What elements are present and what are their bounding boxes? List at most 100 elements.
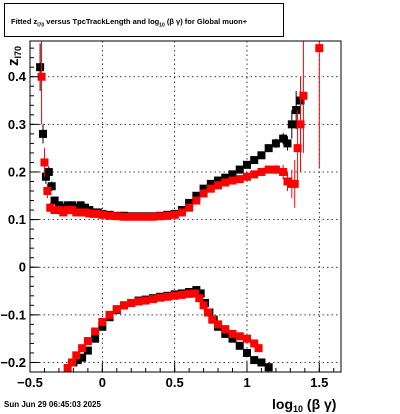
series-0	[36, 43, 305, 372]
data-point	[36, 63, 45, 72]
data-point	[177, 208, 186, 217]
series-1	[37, 41, 324, 372]
data-point	[192, 196, 201, 205]
y-tick-label: 0.1	[8, 212, 26, 227]
data-point	[287, 120, 296, 129]
data-point	[43, 187, 52, 196]
data-point	[98, 210, 107, 219]
data-point	[228, 329, 237, 338]
data-point	[46, 203, 55, 212]
x-axis-label: log10 (β γ)	[272, 396, 336, 414]
date-stamp: Sun Jun 29 06:45:03 2025	[4, 400, 101, 409]
data-point	[148, 295, 157, 304]
data-point	[242, 348, 251, 357]
data-point	[195, 294, 204, 303]
data-point	[120, 212, 129, 221]
data-point	[83, 346, 92, 355]
data-point	[250, 339, 259, 348]
data-point	[257, 151, 266, 160]
x-tick-label: 1	[243, 375, 250, 390]
data-point	[214, 320, 223, 329]
data-point	[250, 156, 259, 165]
data-point	[235, 165, 244, 174]
data-point	[148, 212, 157, 221]
data-point	[185, 203, 194, 212]
y-axis-label: zI70	[5, 46, 23, 66]
data-point	[156, 293, 165, 302]
data-point	[199, 301, 208, 310]
data-point	[203, 308, 212, 317]
x-tick-label: 0	[99, 375, 106, 390]
data-point	[40, 158, 49, 167]
title-part-2: versus TpcTrackLength and log	[44, 17, 160, 26]
data-point	[78, 353, 87, 362]
data-point	[120, 301, 129, 310]
data-point	[315, 44, 324, 53]
data-point	[299, 91, 308, 100]
data-point	[63, 201, 72, 210]
y-tick-label: 0.3	[8, 117, 26, 132]
data-point	[228, 334, 237, 343]
y-tick-label: 0.4	[8, 69, 27, 84]
data-point	[156, 212, 165, 221]
data-point	[271, 165, 280, 174]
data-point	[127, 298, 136, 307]
data-point	[134, 297, 143, 306]
data-point	[80, 203, 89, 212]
data-point	[228, 176, 237, 185]
plot-title: Fitted zI70 versus TpcTrackLength and lo…	[11, 17, 247, 29]
data-point	[163, 211, 172, 220]
data-point	[83, 337, 92, 346]
data-point	[283, 177, 292, 186]
data-point	[141, 212, 150, 221]
data-point	[47, 182, 56, 191]
data-point	[185, 289, 194, 298]
data-point	[199, 189, 208, 198]
y-tick-label: −0.1	[0, 307, 26, 322]
data-point	[235, 341, 244, 350]
data-point	[163, 292, 172, 301]
data-point	[63, 206, 72, 215]
data-point	[190, 289, 199, 298]
data-point	[264, 363, 273, 372]
data-point	[264, 165, 273, 174]
data-point	[98, 322, 107, 331]
title-part-1: Fitted z	[11, 17, 38, 26]
data-point	[257, 167, 266, 176]
y-tick-label: 0	[19, 260, 26, 275]
data-point	[91, 334, 100, 343]
data-point	[72, 203, 81, 212]
data-point	[228, 170, 237, 179]
data-point	[250, 356, 259, 365]
data-point	[192, 191, 201, 200]
title-sub-1: I70	[37, 22, 45, 29]
data-point	[296, 120, 305, 129]
data-point	[185, 198, 194, 207]
x-tick-label: −0.5	[17, 375, 43, 390]
tick-labels: −0.5 0 0.5 1 1.5 −0.2 −0.1 0 0.1 0.2 0.3 0.4	[0, 69, 328, 390]
data-point	[177, 290, 186, 299]
data-point	[54, 201, 63, 210]
data-point	[235, 332, 244, 341]
data-point	[72, 351, 81, 360]
data-point	[37, 72, 46, 81]
data-point	[127, 212, 136, 221]
data-point	[141, 296, 150, 305]
plot-frame	[29, 40, 342, 373]
data-marks	[36, 41, 324, 372]
data-point	[221, 178, 230, 187]
data-point	[264, 144, 273, 153]
data-point	[41, 172, 50, 181]
data-point	[112, 305, 121, 314]
x-tick-label: 0.5	[166, 375, 184, 390]
x-tick-label: 1.5	[310, 375, 328, 390]
data-point	[76, 201, 85, 210]
data-point	[80, 208, 89, 217]
data-point	[67, 206, 76, 215]
data-point	[221, 325, 230, 334]
data-point	[105, 211, 114, 220]
data-point	[59, 203, 68, 212]
title-part-3: (β γ) for Global muon+	[164, 17, 248, 26]
data-point	[112, 212, 121, 221]
